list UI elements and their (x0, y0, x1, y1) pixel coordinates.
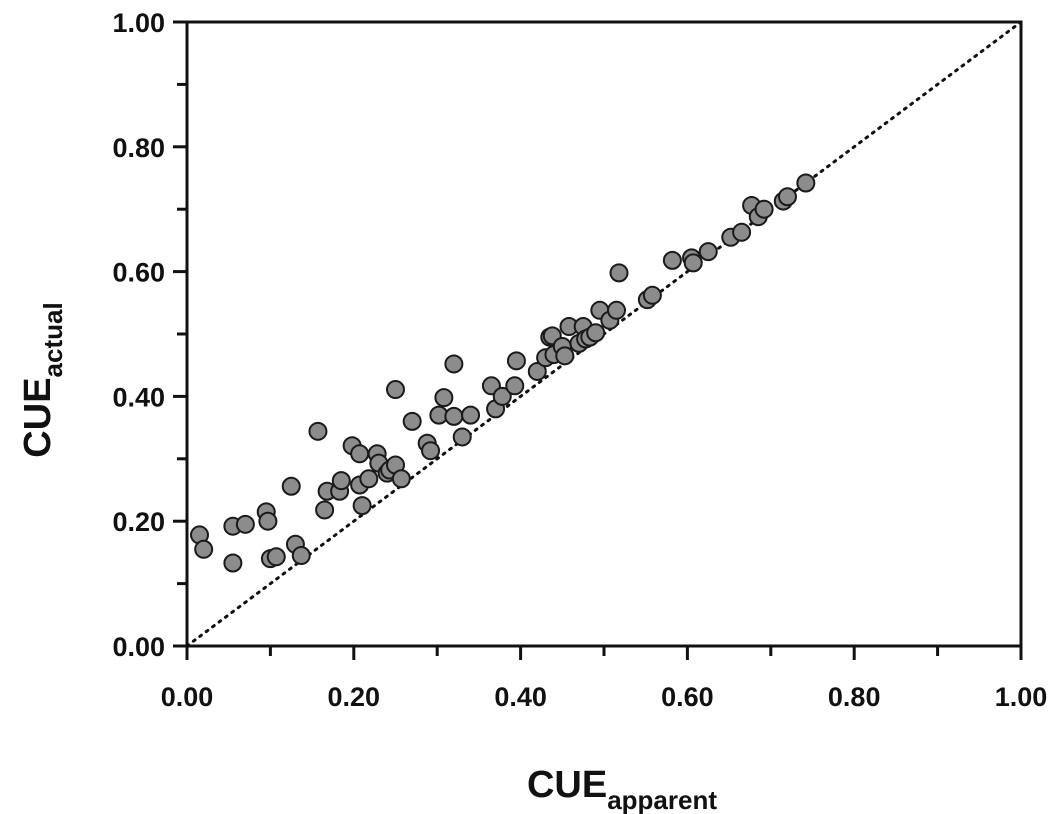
data-point (609, 263, 629, 283)
data-point (434, 388, 454, 408)
data-point (732, 222, 752, 242)
data-point (281, 476, 301, 496)
y-axis-title-sub: actual (38, 302, 68, 377)
x-tick-label: 0.00 (161, 682, 214, 712)
data-point (315, 500, 335, 520)
data-point (266, 547, 286, 567)
data-point (235, 514, 255, 534)
x-tick-label: 0.40 (494, 682, 547, 712)
y-tick-label: 1.00 (112, 8, 165, 38)
y-tick-label: 0.60 (112, 258, 165, 288)
data-point (331, 471, 351, 491)
data-point (698, 242, 718, 262)
data-point (308, 421, 328, 441)
data-point (492, 386, 512, 406)
data-point (350, 444, 370, 464)
y-tick-label: 0.00 (112, 632, 165, 662)
data-point (586, 323, 606, 343)
data-point (683, 253, 703, 273)
data-point (291, 546, 311, 566)
data-point (352, 496, 372, 516)
x-axis-title: CUEapparent (527, 764, 717, 814)
data-point (555, 346, 575, 366)
ticks-group (173, 20, 1023, 660)
data-point (754, 199, 774, 219)
data-point (777, 187, 797, 207)
y-axis-title: CUEactual (17, 302, 68, 457)
x-axis-title-sub: apparent (607, 785, 717, 814)
data-point (194, 539, 214, 559)
y-tick-label: 0.20 (112, 507, 165, 537)
data-point (402, 411, 422, 431)
y-tick-labels: 0.00 0.20 0.40 0.60 0.80 1.00 (112, 8, 165, 662)
data-point (444, 406, 464, 426)
data-points (190, 173, 816, 573)
y-tick-label: 0.40 (112, 382, 165, 412)
data-point (527, 361, 547, 381)
data-point (796, 173, 816, 193)
data-point (505, 376, 525, 396)
data-point (452, 427, 472, 447)
data-point (391, 469, 411, 489)
x-tick-labels: 0.00 0.20 0.40 0.60 0.80 1.00 (161, 682, 1048, 712)
x-tick-label: 1.00 (995, 682, 1048, 712)
data-point (223, 553, 243, 573)
x-tick-label: 0.60 (661, 682, 714, 712)
data-point (607, 300, 627, 320)
data-point (461, 405, 481, 425)
y-axis-title-main: CUE (17, 377, 59, 457)
data-point (642, 285, 662, 305)
data-point (258, 511, 278, 531)
data-point (662, 250, 682, 270)
x-axis-title-main: CUE (527, 764, 607, 806)
x-tick-label: 0.80 (828, 682, 881, 712)
data-point (421, 441, 441, 461)
data-point (386, 380, 405, 400)
data-point (444, 354, 464, 374)
x-tick-label: 0.20 (328, 682, 381, 712)
y-tick-label: 0.80 (112, 133, 165, 163)
data-point (359, 469, 379, 489)
data-point (506, 351, 526, 371)
